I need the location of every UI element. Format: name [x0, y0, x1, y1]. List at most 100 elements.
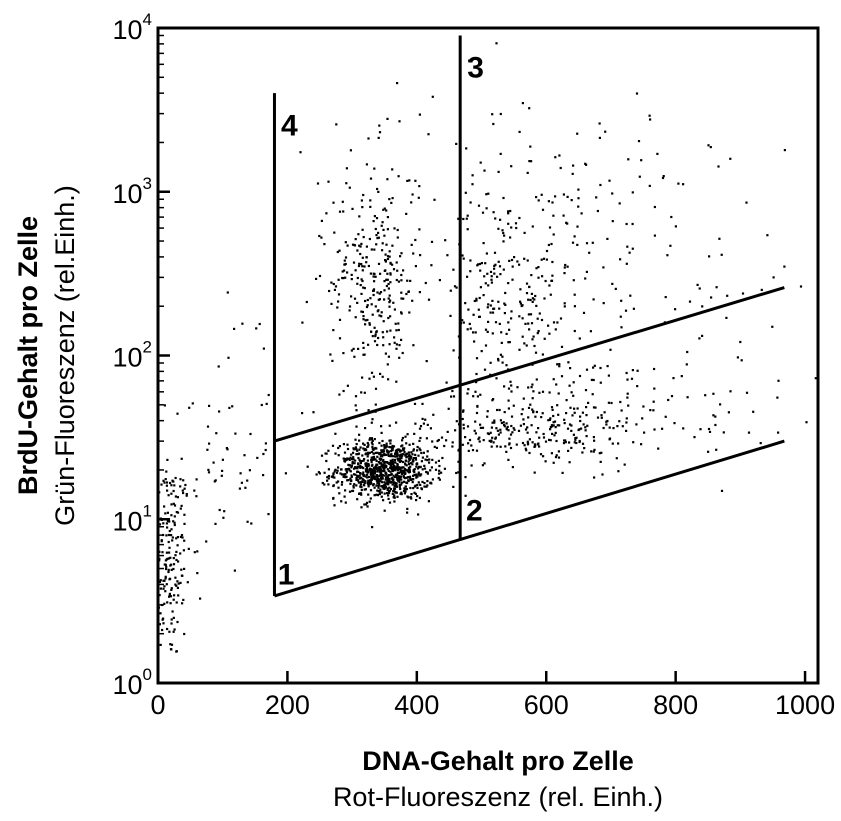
data-point: [568, 461, 571, 464]
data-point: [718, 237, 721, 240]
data-point: [374, 335, 377, 338]
data-point: [228, 406, 231, 409]
data-point: [475, 411, 479, 415]
data-point: [368, 377, 371, 380]
data-point: [346, 443, 349, 446]
data-point: [346, 271, 349, 274]
data-point: [244, 486, 247, 489]
data-point: [376, 468, 380, 471]
data-point: [513, 256, 516, 259]
data-point: [394, 322, 397, 325]
data-point: [578, 374, 582, 378]
data-point: [472, 331, 475, 334]
data-point: [452, 395, 456, 398]
data-point: [532, 410, 535, 413]
data-point: [376, 237, 379, 240]
data-point: [398, 356, 401, 359]
data-point: [412, 487, 415, 490]
data-point: [579, 415, 582, 418]
data-point: [572, 279, 575, 282]
data-point: [383, 509, 386, 512]
data-point: [195, 478, 198, 481]
data-point: [487, 303, 490, 306]
data-point: [225, 447, 228, 450]
data-point: [361, 206, 364, 209]
data-point: [502, 421, 505, 424]
data-point: [462, 410, 465, 413]
data-point: [409, 486, 412, 490]
data-point: [741, 292, 745, 295]
data-point: [626, 378, 629, 381]
data-point: [337, 446, 340, 450]
data-point: [408, 311, 411, 314]
data-point: [158, 594, 161, 597]
data-point: [343, 495, 346, 498]
data-point: [437, 476, 440, 480]
data-point: [318, 472, 321, 475]
data-point: [163, 579, 166, 582]
data-point: [544, 279, 547, 283]
data-point: [398, 483, 401, 486]
data-point: [398, 460, 401, 463]
data-point: [344, 256, 348, 259]
data-point: [552, 233, 555, 236]
data-point: [604, 130, 607, 133]
data-point: [401, 460, 405, 464]
data-point: [176, 536, 179, 539]
data-point: [576, 225, 579, 228]
data-point: [688, 300, 692, 303]
data-point: [507, 458, 510, 461]
data-point: [418, 113, 421, 116]
data-point: [490, 445, 493, 448]
data-point: [423, 467, 427, 470]
data-point: [556, 424, 559, 427]
data-point: [412, 442, 415, 445]
data-point: [343, 451, 347, 454]
data-point: [712, 414, 715, 417]
data-point: [562, 442, 566, 445]
data-point: [363, 287, 366, 290]
data-point: [348, 186, 351, 189]
data-point: [413, 468, 416, 471]
data-point: [332, 475, 335, 478]
data-point: [223, 510, 226, 513]
data-point: [533, 344, 536, 348]
data-point: [413, 402, 417, 405]
data-point: [410, 451, 413, 454]
data-point: [410, 456, 413, 459]
data-point: [526, 442, 530, 445]
data-point: [649, 409, 652, 412]
data-point: [464, 436, 467, 439]
data-point: [464, 191, 467, 194]
data-point: [352, 261, 356, 264]
data-point: [552, 414, 555, 418]
data-point: [426, 455, 429, 458]
data-point: [425, 485, 428, 488]
data-point: [367, 409, 370, 412]
data-point: [535, 378, 538, 381]
data-point: [255, 327, 258, 330]
data-point: [365, 465, 369, 468]
data-point: [511, 431, 514, 434]
data-point: [183, 513, 186, 516]
data-point: [351, 458, 354, 461]
data-point: [372, 452, 375, 455]
data-point: [620, 409, 623, 412]
data-point: [467, 449, 470, 452]
data-point: [217, 365, 220, 368]
data-point: [172, 616, 175, 619]
data-point: [472, 313, 475, 316]
data-point: [411, 453, 414, 456]
data-point: [337, 486, 340, 489]
data-point: [685, 363, 688, 366]
data-point: [182, 479, 185, 482]
data-point: [373, 340, 377, 343]
data-point: [729, 157, 732, 160]
data-point: [529, 403, 532, 406]
data-point: [531, 408, 534, 411]
data-point: [399, 466, 402, 469]
data-point: [394, 466, 397, 469]
data-point: [357, 264, 361, 268]
data-point: [164, 575, 167, 578]
data-point: [445, 439, 448, 442]
